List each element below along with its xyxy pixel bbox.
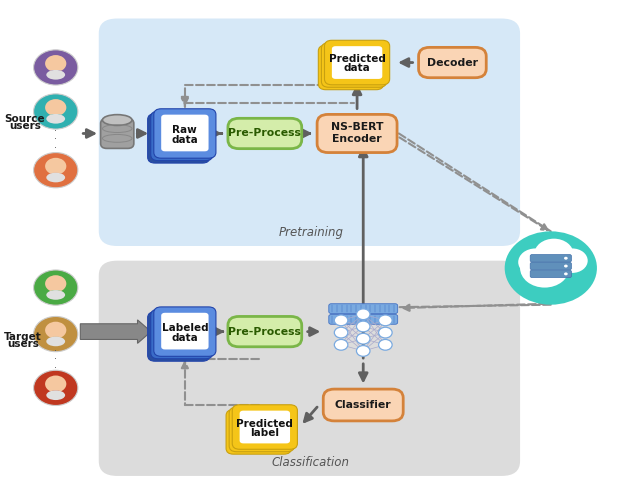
Text: data: data [172, 135, 198, 145]
Circle shape [34, 50, 78, 85]
Circle shape [356, 345, 370, 356]
Ellipse shape [44, 290, 68, 303]
FancyBboxPatch shape [99, 261, 520, 476]
Text: Labeled: Labeled [162, 323, 208, 333]
FancyBboxPatch shape [232, 405, 297, 449]
Circle shape [45, 99, 66, 116]
Ellipse shape [44, 70, 68, 82]
Text: Predicted: Predicted [237, 419, 293, 429]
Circle shape [334, 339, 348, 350]
Circle shape [34, 94, 78, 129]
FancyBboxPatch shape [228, 316, 302, 347]
Text: Decoder: Decoder [427, 58, 478, 67]
FancyBboxPatch shape [317, 115, 397, 153]
Ellipse shape [103, 115, 132, 125]
Circle shape [334, 315, 348, 326]
Circle shape [45, 158, 66, 175]
Ellipse shape [44, 391, 68, 403]
FancyBboxPatch shape [154, 109, 216, 158]
FancyBboxPatch shape [321, 43, 387, 87]
FancyBboxPatch shape [151, 111, 213, 160]
FancyBboxPatch shape [161, 115, 208, 152]
Circle shape [45, 55, 66, 72]
FancyBboxPatch shape [323, 389, 403, 421]
Ellipse shape [46, 337, 65, 346]
Text: NS-BERT: NS-BERT [331, 122, 383, 132]
Text: ·
·
·: · · · [54, 126, 57, 153]
Text: ·
·
·: · · · [54, 346, 57, 373]
Text: users: users [9, 121, 41, 131]
Text: Pre-Process: Pre-Process [228, 327, 301, 337]
FancyBboxPatch shape [530, 254, 572, 262]
Circle shape [505, 231, 597, 305]
FancyBboxPatch shape [324, 40, 389, 85]
Text: data: data [172, 333, 198, 343]
FancyBboxPatch shape [161, 313, 208, 349]
Circle shape [34, 153, 78, 188]
Circle shape [564, 257, 568, 260]
Circle shape [356, 309, 370, 320]
Circle shape [356, 321, 370, 332]
FancyBboxPatch shape [151, 309, 213, 359]
Text: Source: Source [4, 114, 45, 124]
Text: Raw: Raw [173, 125, 197, 135]
Ellipse shape [46, 390, 65, 400]
Circle shape [45, 375, 66, 393]
Circle shape [379, 315, 392, 326]
Text: Pre-Process: Pre-Process [228, 128, 301, 138]
Circle shape [334, 327, 348, 338]
Ellipse shape [44, 173, 68, 185]
Text: Pretraining: Pretraining [279, 226, 344, 239]
Text: Encoder: Encoder [332, 134, 382, 144]
Circle shape [379, 327, 392, 338]
FancyBboxPatch shape [101, 119, 134, 149]
FancyBboxPatch shape [530, 270, 572, 277]
Ellipse shape [46, 290, 65, 300]
Circle shape [356, 333, 370, 344]
FancyBboxPatch shape [240, 411, 290, 443]
FancyArrow shape [80, 320, 151, 343]
Circle shape [520, 248, 569, 288]
Text: Classifier: Classifier [335, 400, 391, 410]
FancyBboxPatch shape [419, 47, 486, 78]
FancyBboxPatch shape [154, 307, 216, 356]
Ellipse shape [44, 114, 68, 126]
Circle shape [45, 275, 66, 292]
FancyBboxPatch shape [329, 314, 398, 324]
Circle shape [379, 339, 392, 350]
FancyBboxPatch shape [332, 46, 382, 79]
Text: Classification: Classification [272, 456, 350, 468]
Circle shape [564, 273, 568, 276]
FancyBboxPatch shape [99, 19, 520, 246]
Text: Target: Target [4, 332, 42, 341]
Circle shape [34, 370, 78, 405]
FancyBboxPatch shape [226, 410, 291, 454]
FancyBboxPatch shape [148, 312, 210, 361]
FancyBboxPatch shape [530, 262, 572, 270]
Text: users: users [7, 339, 39, 349]
Circle shape [34, 316, 78, 352]
Text: data: data [344, 63, 371, 73]
Ellipse shape [46, 114, 65, 123]
Ellipse shape [46, 173, 65, 183]
FancyBboxPatch shape [319, 45, 384, 90]
Circle shape [34, 270, 78, 305]
FancyBboxPatch shape [148, 114, 210, 163]
FancyBboxPatch shape [229, 407, 294, 452]
Circle shape [557, 248, 588, 273]
Text: Predicted: Predicted [329, 54, 386, 64]
Text: label: label [250, 428, 279, 438]
Ellipse shape [44, 337, 68, 349]
Circle shape [564, 265, 568, 268]
FancyBboxPatch shape [228, 118, 302, 149]
Ellipse shape [46, 70, 65, 80]
FancyBboxPatch shape [329, 304, 398, 313]
Circle shape [534, 239, 573, 270]
Circle shape [518, 248, 553, 276]
Circle shape [45, 322, 66, 338]
